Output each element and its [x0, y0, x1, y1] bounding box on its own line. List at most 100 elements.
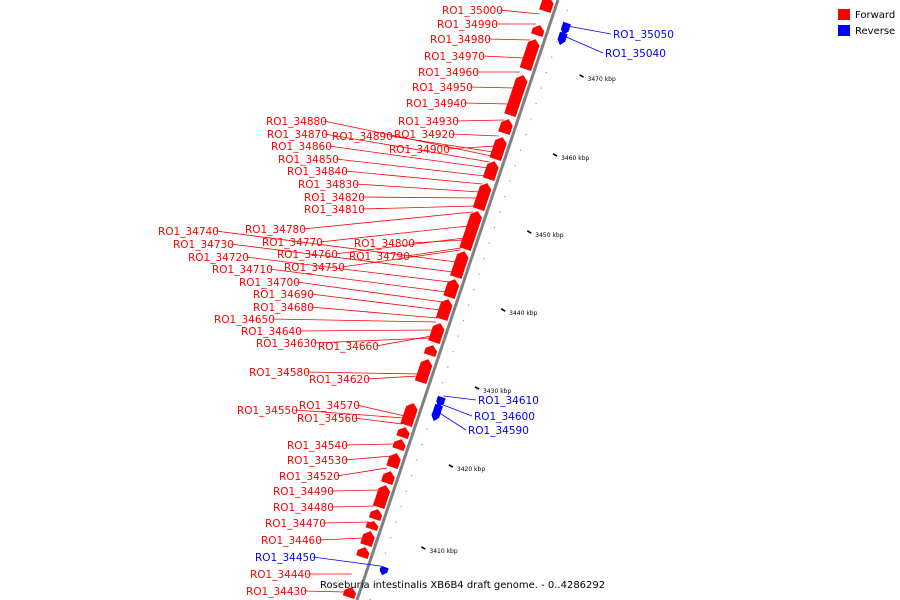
gene-label[interactable]: RO1_34460 [261, 535, 322, 547]
forward-gene-arrow[interactable] [539, 0, 554, 13]
forward-gene-arrow[interactable] [459, 211, 482, 251]
forward-gene-arrow[interactable] [414, 359, 433, 384]
gene-label[interactable]: RO1_34650 [214, 314, 275, 326]
forward-gene-arrow[interactable] [443, 279, 460, 299]
gene-leader-line [336, 467, 388, 477]
gene-label[interactable]: RO1_34810 [304, 204, 365, 216]
forward-gene-arrow[interactable] [423, 345, 438, 357]
gene-leader-line [323, 120, 492, 157]
reverse-gene-arrow[interactable] [560, 21, 571, 36]
gene-leader-line [322, 521, 370, 524]
gene-label[interactable]: RO1_34860 [271, 141, 332, 153]
forward-gene-arrow[interactable] [392, 439, 406, 451]
gene-leader-line [319, 225, 469, 243]
gene-label[interactable]: RO1_34750 [284, 262, 345, 274]
gene-label[interactable]: RO1_34570 [299, 400, 360, 412]
gene-label[interactable]: RO1_34690 [253, 289, 314, 301]
forward-gene-arrow[interactable] [504, 75, 528, 117]
genome-backbone [355, 0, 560, 600]
gene-label[interactable]: RO1_34580 [249, 367, 310, 379]
gene-leader-line [215, 230, 457, 263]
gene-leader-line [469, 86, 515, 89]
forward-gene-arrow[interactable] [435, 299, 453, 321]
scale-tick-label: 3460 kbp [561, 155, 589, 162]
gene-label[interactable]: RO1_34740 [158, 226, 219, 238]
forward-gene-arrow[interactable] [365, 521, 379, 531]
forward-gene-arrow[interactable] [428, 323, 445, 344]
forward-gene-arrow[interactable] [372, 485, 391, 509]
gene-label[interactable]: RO1_34440 [250, 569, 311, 581]
gene-label[interactable]: RO1_34550 [237, 405, 298, 417]
forward-gene-arrow[interactable] [472, 183, 492, 211]
forward-gene-arrow[interactable] [386, 453, 401, 469]
scale-tick-label: 3470 kbp [588, 76, 616, 83]
gene-label[interactable]: RO1_34850 [278, 154, 339, 166]
forward-gene-arrow[interactable] [482, 161, 499, 181]
gene-label[interactable]: RO1_34590 [468, 425, 529, 437]
gene-label[interactable]: RO1_34640 [241, 326, 302, 338]
gene-label[interactable]: RO1_34950 [412, 82, 473, 94]
gene-label[interactable]: RO1_34880 [266, 116, 327, 128]
gene-label[interactable]: RO1_34770 [262, 237, 323, 249]
gene-leader-line [355, 183, 480, 193]
forward-gene-arrow[interactable] [381, 471, 395, 485]
forward-gene-arrow[interactable] [450, 251, 469, 279]
gene-label[interactable]: RO1_35000 [442, 5, 503, 17]
gene-label[interactable]: RO1_34630 [256, 338, 317, 350]
gene-label[interactable]: RO1_34970 [424, 51, 485, 63]
forward-gene-arrow[interactable] [531, 25, 545, 37]
gene-label[interactable]: RO1_34890 [332, 131, 393, 143]
gene-label[interactable]: RO1_34530 [287, 455, 348, 467]
gene-label[interactable]: RO1_34940 [406, 98, 467, 110]
gene-label[interactable]: RO1_34610 [478, 395, 539, 407]
gene-label[interactable]: RO1_34470 [265, 518, 326, 530]
forward-gene-arrow[interactable] [400, 403, 418, 427]
gene-label[interactable]: RO1_34430 [246, 586, 307, 598]
gene-label[interactable]: RO1_34710 [212, 264, 273, 276]
gene-label[interactable]: RO1_34830 [298, 179, 359, 191]
gene-label[interactable]: RO1_34930 [398, 116, 459, 128]
gene-label[interactable]: RO1_34520 [279, 471, 340, 483]
forward-gene-arrow[interactable] [396, 427, 410, 439]
gene-label[interactable]: RO1_34820 [304, 192, 365, 204]
forward-gene-arrow[interactable] [342, 587, 356, 599]
gene-label[interactable]: RO1_34680 [253, 302, 314, 314]
gene-label[interactable]: RO1_34730 [173, 239, 234, 251]
gene-label[interactable]: RO1_34700 [239, 277, 300, 289]
gene-label[interactable]: RO1_35050 [613, 29, 674, 41]
gene-label[interactable]: RO1_34560 [297, 413, 358, 425]
gene-label[interactable]: RO1_34720 [188, 252, 249, 264]
gene-label[interactable]: RO1_34450 [255, 552, 316, 564]
gene-label[interactable]: RO1_34980 [430, 34, 491, 46]
gene-label[interactable]: RO1_35040 [605, 48, 666, 60]
forward-gene-arrow[interactable] [489, 137, 507, 161]
reverse-gene-arrow[interactable] [436, 395, 446, 408]
forward-gene-arrow[interactable] [498, 119, 513, 135]
scale-dot [452, 351, 454, 353]
gene-label[interactable]: RO1_34920 [394, 129, 455, 141]
gene-label[interactable]: RO1_34490 [273, 486, 334, 498]
forward-gene-arrow[interactable] [356, 547, 370, 559]
gene-label[interactable]: RO1_34960 [418, 67, 479, 79]
gene-label[interactable]: RO1_34620 [309, 374, 370, 386]
gene-leader-line [324, 133, 490, 163]
scale-dot [545, 72, 548, 74]
gene-label[interactable]: RO1_34600 [474, 411, 535, 423]
gene-leader-line [318, 537, 364, 541]
gene-leader-line [310, 306, 438, 319]
forward-gene-arrow[interactable] [360, 531, 375, 547]
forward-gene-arrow[interactable] [519, 39, 540, 71]
reverse-gene-arrow[interactable] [379, 565, 389, 576]
gene-label[interactable]: RO1_34540 [287, 440, 348, 452]
gene-label[interactable]: RO1_34840 [287, 166, 348, 178]
gene-label[interactable]: RO1_34990 [437, 19, 498, 31]
gene-label[interactable]: RO1_34800 [354, 238, 415, 250]
gene-label[interactable]: RO1_34780 [245, 224, 306, 236]
gene-label[interactable]: RO1_34660 [318, 341, 379, 353]
gene-label[interactable]: RO1_34870 [267, 129, 328, 141]
reverse-gene-arrow[interactable] [557, 31, 568, 46]
scale-dot [410, 475, 413, 477]
forward-gene-arrow[interactable] [368, 509, 383, 521]
gene-label[interactable]: RO1_34480 [273, 502, 334, 514]
